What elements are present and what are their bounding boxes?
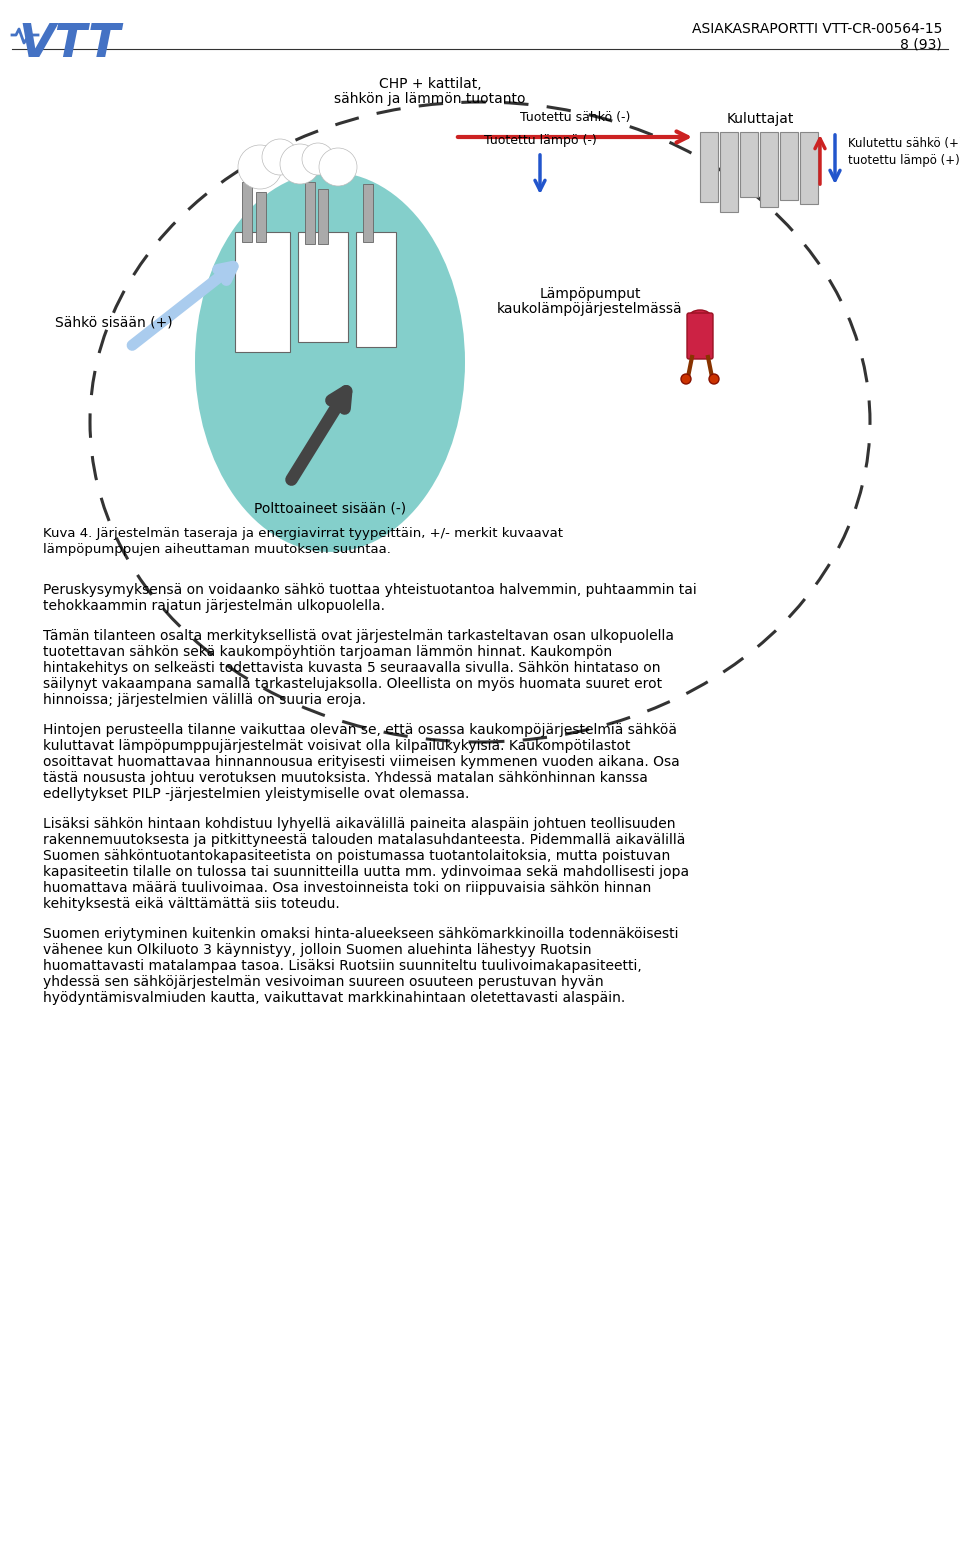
- Text: vähenee kun Olkiluoto 3 käynnistyy, jolloin Suomen aluehinta lähestyy Ruotsin: vähenee kun Olkiluoto 3 käynnistyy, joll…: [43, 944, 591, 958]
- Text: ASIAKASRAPORTTI VTT-CR-00564-15: ASIAKASRAPORTTI VTT-CR-00564-15: [691, 22, 942, 35]
- Text: Tuotettu lämpö (-): Tuotettu lämpö (-): [484, 134, 596, 146]
- Text: hyödyntämisvalmiuden kautta, vaikuttavat markkinahintaan oletettavasti alaspäin.: hyödyntämisvalmiuden kautta, vaikuttavat…: [43, 992, 625, 1005]
- Ellipse shape: [689, 310, 711, 324]
- Bar: [242, 182, 252, 242]
- Circle shape: [681, 375, 691, 384]
- Text: Kulutettu sähkö (+),
tuotettu lämpö (+): Kulutettu sähkö (+), tuotettu lämpö (+): [848, 137, 960, 167]
- Bar: [363, 183, 373, 242]
- Text: Sähkö sisään (+): Sähkö sisään (+): [55, 315, 173, 328]
- Text: Kuva 4. Järjestelmän taseraja ja energiavirrat tyypeittäin, +/- merkit kuvaavat: Kuva 4. Järjestelmän taseraja ja energia…: [43, 527, 563, 540]
- Text: Tuotettu sähkö (-): Tuotettu sähkö (-): [519, 111, 630, 123]
- Text: Hintojen perusteella tilanne vaikuttaa olevan se, että osassa kaukompöjärjestelm: Hintojen perusteella tilanne vaikuttaa o…: [43, 723, 677, 737]
- Text: Peruskysymyksensä on voidaanko sähkö tuottaa yhteistuotantoa halvemmin, puhtaamm: Peruskysymyksensä on voidaanko sähkö tuo…: [43, 583, 697, 597]
- Bar: [305, 182, 315, 244]
- Ellipse shape: [195, 173, 465, 552]
- Text: tuotettavan sähkön sekä kaukompöyhtiön tarjoaman lämmön hinnat. Kaukompön: tuotettavan sähkön sekä kaukompöyhtiön t…: [43, 645, 612, 658]
- Text: Suomen sähköntuotantokapasiteetista on poistumassa tuotantolaitoksia, mutta pois: Suomen sähköntuotantokapasiteetista on p…: [43, 850, 670, 864]
- Text: yhdessä sen sähköjärjestelmän vesivoiman suureen osuuteen perustuvan hyvän: yhdessä sen sähköjärjestelmän vesivoiman…: [43, 975, 604, 988]
- Text: CHP + kattilat,: CHP + kattilat,: [378, 77, 481, 91]
- Circle shape: [302, 143, 334, 174]
- Bar: [740, 133, 758, 197]
- Text: hintakehitys on selkeästi todettavista kuvasta 5 seuraavalla sivulla. Sähkön hin: hintakehitys on selkeästi todettavista k…: [43, 662, 660, 675]
- Bar: [318, 190, 328, 244]
- Text: kaukolämpöjärjestelmässä: kaukolämpöjärjestelmässä: [497, 302, 683, 316]
- Circle shape: [319, 148, 357, 187]
- Text: säilynyt vakaampana samalla tarkastelujaksolla. Oleellista on myös huomata suure: säilynyt vakaampana samalla tarkasteluja…: [43, 677, 662, 691]
- Bar: [256, 193, 266, 242]
- Bar: [700, 133, 718, 202]
- Circle shape: [280, 143, 320, 183]
- Text: tästä noususta johtuu verotuksen muutoksista. Yhdessä matalan sähkönhinnan kanss: tästä noususta johtuu verotuksen muutoks…: [43, 771, 648, 785]
- Text: edellytykset PILP -järjestelmien yleistymiselle ovat olemassa.: edellytykset PILP -järjestelmien yleisty…: [43, 786, 469, 800]
- Text: 8 (93): 8 (93): [900, 39, 942, 52]
- Circle shape: [709, 375, 719, 384]
- Text: Lisäksi sähkön hintaan kohdistuu lyhyellä aikavälillä paineita alaspäin johtuen : Lisäksi sähkön hintaan kohdistuu lyhyell…: [43, 817, 676, 831]
- Text: tehokkaammin rajatun järjestelmän ulkopuolella.: tehokkaammin rajatun järjestelmän ulkopu…: [43, 598, 385, 614]
- Bar: [720, 133, 738, 211]
- Text: sähkön ja lämmön tuotanto: sähkön ja lämmön tuotanto: [334, 93, 526, 106]
- Text: Polttoaineet sisään (-): Polttoaineet sisään (-): [254, 503, 406, 517]
- Circle shape: [262, 139, 298, 174]
- Circle shape: [238, 145, 282, 190]
- Text: VTT: VTT: [18, 22, 120, 66]
- Bar: [780, 133, 798, 200]
- Text: lämpöpumppujen aiheuttaman muutoksen suuntaa.: lämpöpumppujen aiheuttaman muutoksen suu…: [43, 543, 391, 557]
- Text: Lämpöpumput: Lämpöpumput: [540, 287, 640, 301]
- Bar: [800, 133, 818, 204]
- Bar: [760, 133, 778, 207]
- Text: kuluttavat lämpöpumppujärjestelmät voisivat olla kilpailukykyisiä. Kaukompötilas: kuluttavat lämpöpumppujärjestelmät voisi…: [43, 739, 631, 752]
- Text: Suomen eriytyminen kuitenkin omaksi hinta-alueekseen sähkömarkkinoilla todennäkö: Suomen eriytyminen kuitenkin omaksi hint…: [43, 927, 679, 941]
- Text: rakennemuutoksesta ja pitkittyneestä talouden matalasuhdanteesta. Pidemmallä aik: rakennemuutoksesta ja pitkittyneestä tal…: [43, 833, 685, 847]
- FancyBboxPatch shape: [687, 313, 713, 359]
- Bar: [298, 231, 348, 342]
- Text: Kuluttajat: Kuluttajat: [727, 113, 794, 126]
- Text: kapasiteetin tilalle on tulossa tai suunnitteilla uutta mm. ydinvoimaa sekä mahd: kapasiteetin tilalle on tulossa tai suun…: [43, 865, 689, 879]
- Text: kehityksestä eikä välttämättä siis toteudu.: kehityksestä eikä välttämättä siis toteu…: [43, 897, 340, 911]
- Bar: [235, 231, 290, 352]
- Bar: [356, 231, 396, 347]
- Text: huomattavasti matalampaa tasoa. Lisäksi Ruotsiin suunniteltu tuulivoimakapasitee: huomattavasti matalampaa tasoa. Lisäksi …: [43, 959, 641, 973]
- Text: osoittavat huomattavaa hinnannousua erityisesti viimeisen kymmenen vuoden aikana: osoittavat huomattavaa hinnannousua erit…: [43, 756, 680, 769]
- Text: huomattava määrä tuulivoimaa. Osa investoinneista toki on riippuvaisia sähkön hi: huomattava määrä tuulivoimaa. Osa invest…: [43, 880, 651, 894]
- Text: Tämän tilanteen osalta merkityksellistä ovat järjestelmän tarkasteltavan osan ul: Tämän tilanteen osalta merkityksellistä …: [43, 629, 674, 643]
- Text: hinnoissa; järjestelmien välillä on suuria eroja.: hinnoissa; järjestelmien välillä on suur…: [43, 692, 366, 706]
